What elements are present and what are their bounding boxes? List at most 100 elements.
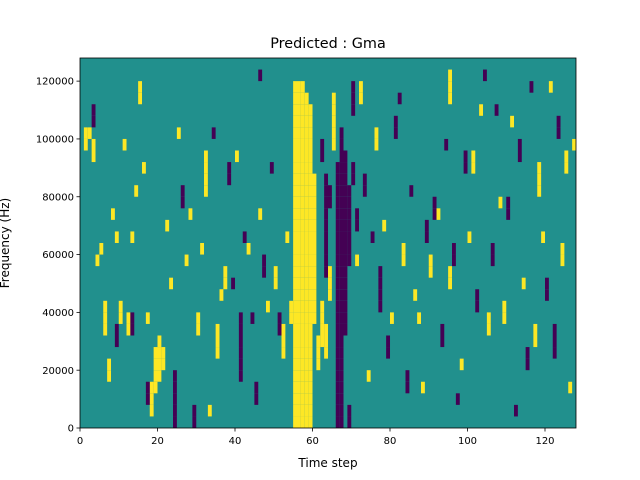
heatmap-cell-low	[351, 104, 356, 116]
heatmap-cell-high	[316, 335, 321, 348]
heatmap-cell-high	[293, 127, 298, 139]
heatmap-cell-high	[297, 254, 301, 267]
heatmap-cell-high	[215, 335, 220, 348]
heatmap-cell-low	[347, 231, 352, 243]
heatmap-cell-high	[118, 300, 123, 313]
heatmap-cell-high	[304, 243, 309, 255]
heatmap-cell-high	[300, 243, 305, 255]
heatmap-cell-low	[343, 231, 348, 243]
heatmap-cell-high	[448, 266, 453, 278]
heatmap-cell-low	[517, 150, 522, 163]
heatmap-cell-high	[300, 81, 305, 93]
heatmap-cell-high	[537, 162, 542, 174]
heatmap-cell-high	[293, 323, 298, 336]
heatmap-cell-high	[564, 162, 569, 174]
heatmap-cell-low	[378, 289, 383, 301]
heatmap-cell-high	[293, 370, 298, 382]
heatmap-cell-low	[362, 173, 367, 186]
heatmap-cell-high	[157, 347, 162, 359]
heatmap-cell-high	[300, 312, 305, 324]
heatmap-cell-low	[238, 312, 243, 324]
heatmap-cell-high	[300, 104, 305, 116]
heatmap-cell-low	[339, 347, 344, 359]
heatmap-cell-low	[343, 150, 348, 163]
heatmap-cell-low	[339, 312, 344, 324]
heatmap-cell-high	[297, 300, 301, 313]
heatmap-cell-high	[289, 312, 294, 324]
heatmap-cell-high	[359, 92, 363, 105]
heatmap-cell-high	[533, 335, 538, 348]
heatmap-cell-low	[483, 69, 487, 82]
heatmap-cell-high	[114, 231, 119, 243]
heatmap-cell-low	[347, 416, 352, 428]
heatmap-cell-high	[293, 393, 298, 405]
heatmap-cell-high	[308, 347, 313, 359]
heatmap-cell-high	[235, 150, 239, 163]
heatmap-cell-low	[339, 381, 344, 394]
heatmap-cell-high	[297, 289, 301, 301]
heatmap-cell-high	[281, 347, 286, 359]
y-tick-label: 60000	[42, 250, 74, 261]
heatmap-cell-low	[335, 266, 340, 278]
heatmap-cell-low	[262, 254, 267, 267]
heatmap-cell-high	[308, 127, 313, 139]
heatmap-cell-high	[122, 138, 127, 151]
heatmap-cell-low	[393, 115, 398, 128]
heatmap-cell-low	[475, 300, 480, 313]
y-tick-label: 0	[68, 424, 74, 435]
x-tick-label: 80	[384, 436, 397, 447]
heatmap-cell-high	[297, 231, 301, 243]
heatmap-cell-high	[215, 347, 220, 359]
heatmap-cell-high	[308, 173, 313, 186]
heatmap-cell-high	[312, 312, 317, 324]
heatmap-cell-high	[304, 416, 309, 428]
x-tick-label: 40	[229, 436, 242, 447]
heatmap-cell-high	[382, 219, 387, 232]
heatmap-cell-low	[525, 347, 530, 359]
heatmap-cell-high	[134, 185, 139, 197]
heatmap-cell-low	[386, 347, 391, 359]
heatmap-cell-high	[467, 231, 472, 243]
heatmap-cell-high	[304, 277, 309, 290]
heatmap-cell-high	[421, 381, 425, 394]
heatmap-cell-high	[297, 393, 301, 405]
heatmap-cell-low	[180, 196, 185, 209]
heatmap-cell-high	[297, 196, 301, 209]
heatmap-cell-high	[498, 196, 503, 209]
heatmap-cell-low	[324, 254, 329, 267]
heatmap-cell-high	[297, 150, 301, 163]
heatmap-cell-low	[494, 104, 499, 116]
heatmap-cell-high	[300, 196, 305, 209]
heatmap-cell-low	[339, 231, 344, 243]
heatmap-cell-high	[312, 196, 317, 209]
heatmap-cell-high	[169, 277, 174, 290]
heatmap-cell-low	[455, 393, 460, 405]
heatmap-cell-high	[293, 254, 298, 267]
heatmap-cell-low	[335, 208, 340, 220]
heatmap-cell-low	[343, 312, 348, 324]
heatmap-cell-high	[300, 127, 305, 139]
heatmap-cell-high	[219, 289, 224, 301]
heatmap-cell-high	[273, 277, 278, 290]
heatmap-cell-high	[304, 92, 309, 105]
y-axis: 0 20000 40000 60000 80000 100000 120000	[36, 77, 80, 435]
heatmap-cell-low	[552, 335, 557, 348]
heatmap-cell-high	[401, 254, 406, 267]
heatmap-cell-high	[308, 266, 313, 278]
heatmap-cell-high	[297, 347, 301, 359]
heatmap-cell-low	[343, 219, 348, 232]
heatmap-cell-high	[293, 173, 298, 186]
heatmap-cell-high	[126, 323, 131, 336]
heatmap-cell-high	[308, 104, 313, 116]
heatmap-cell-high	[293, 300, 298, 313]
heatmap-cell-high	[204, 185, 208, 197]
heatmap-cell-high	[293, 416, 298, 428]
heatmap-cell-low	[351, 162, 356, 174]
x-tick-label: 0	[77, 436, 83, 447]
heatmap-cell-high	[312, 208, 317, 220]
heatmap-cell-high	[308, 393, 313, 405]
heatmap-cell-high	[200, 243, 205, 255]
heatmap-cell-low	[440, 323, 445, 336]
y-tick-label: 40000	[42, 308, 74, 319]
heatmap-cell-high	[308, 150, 313, 163]
